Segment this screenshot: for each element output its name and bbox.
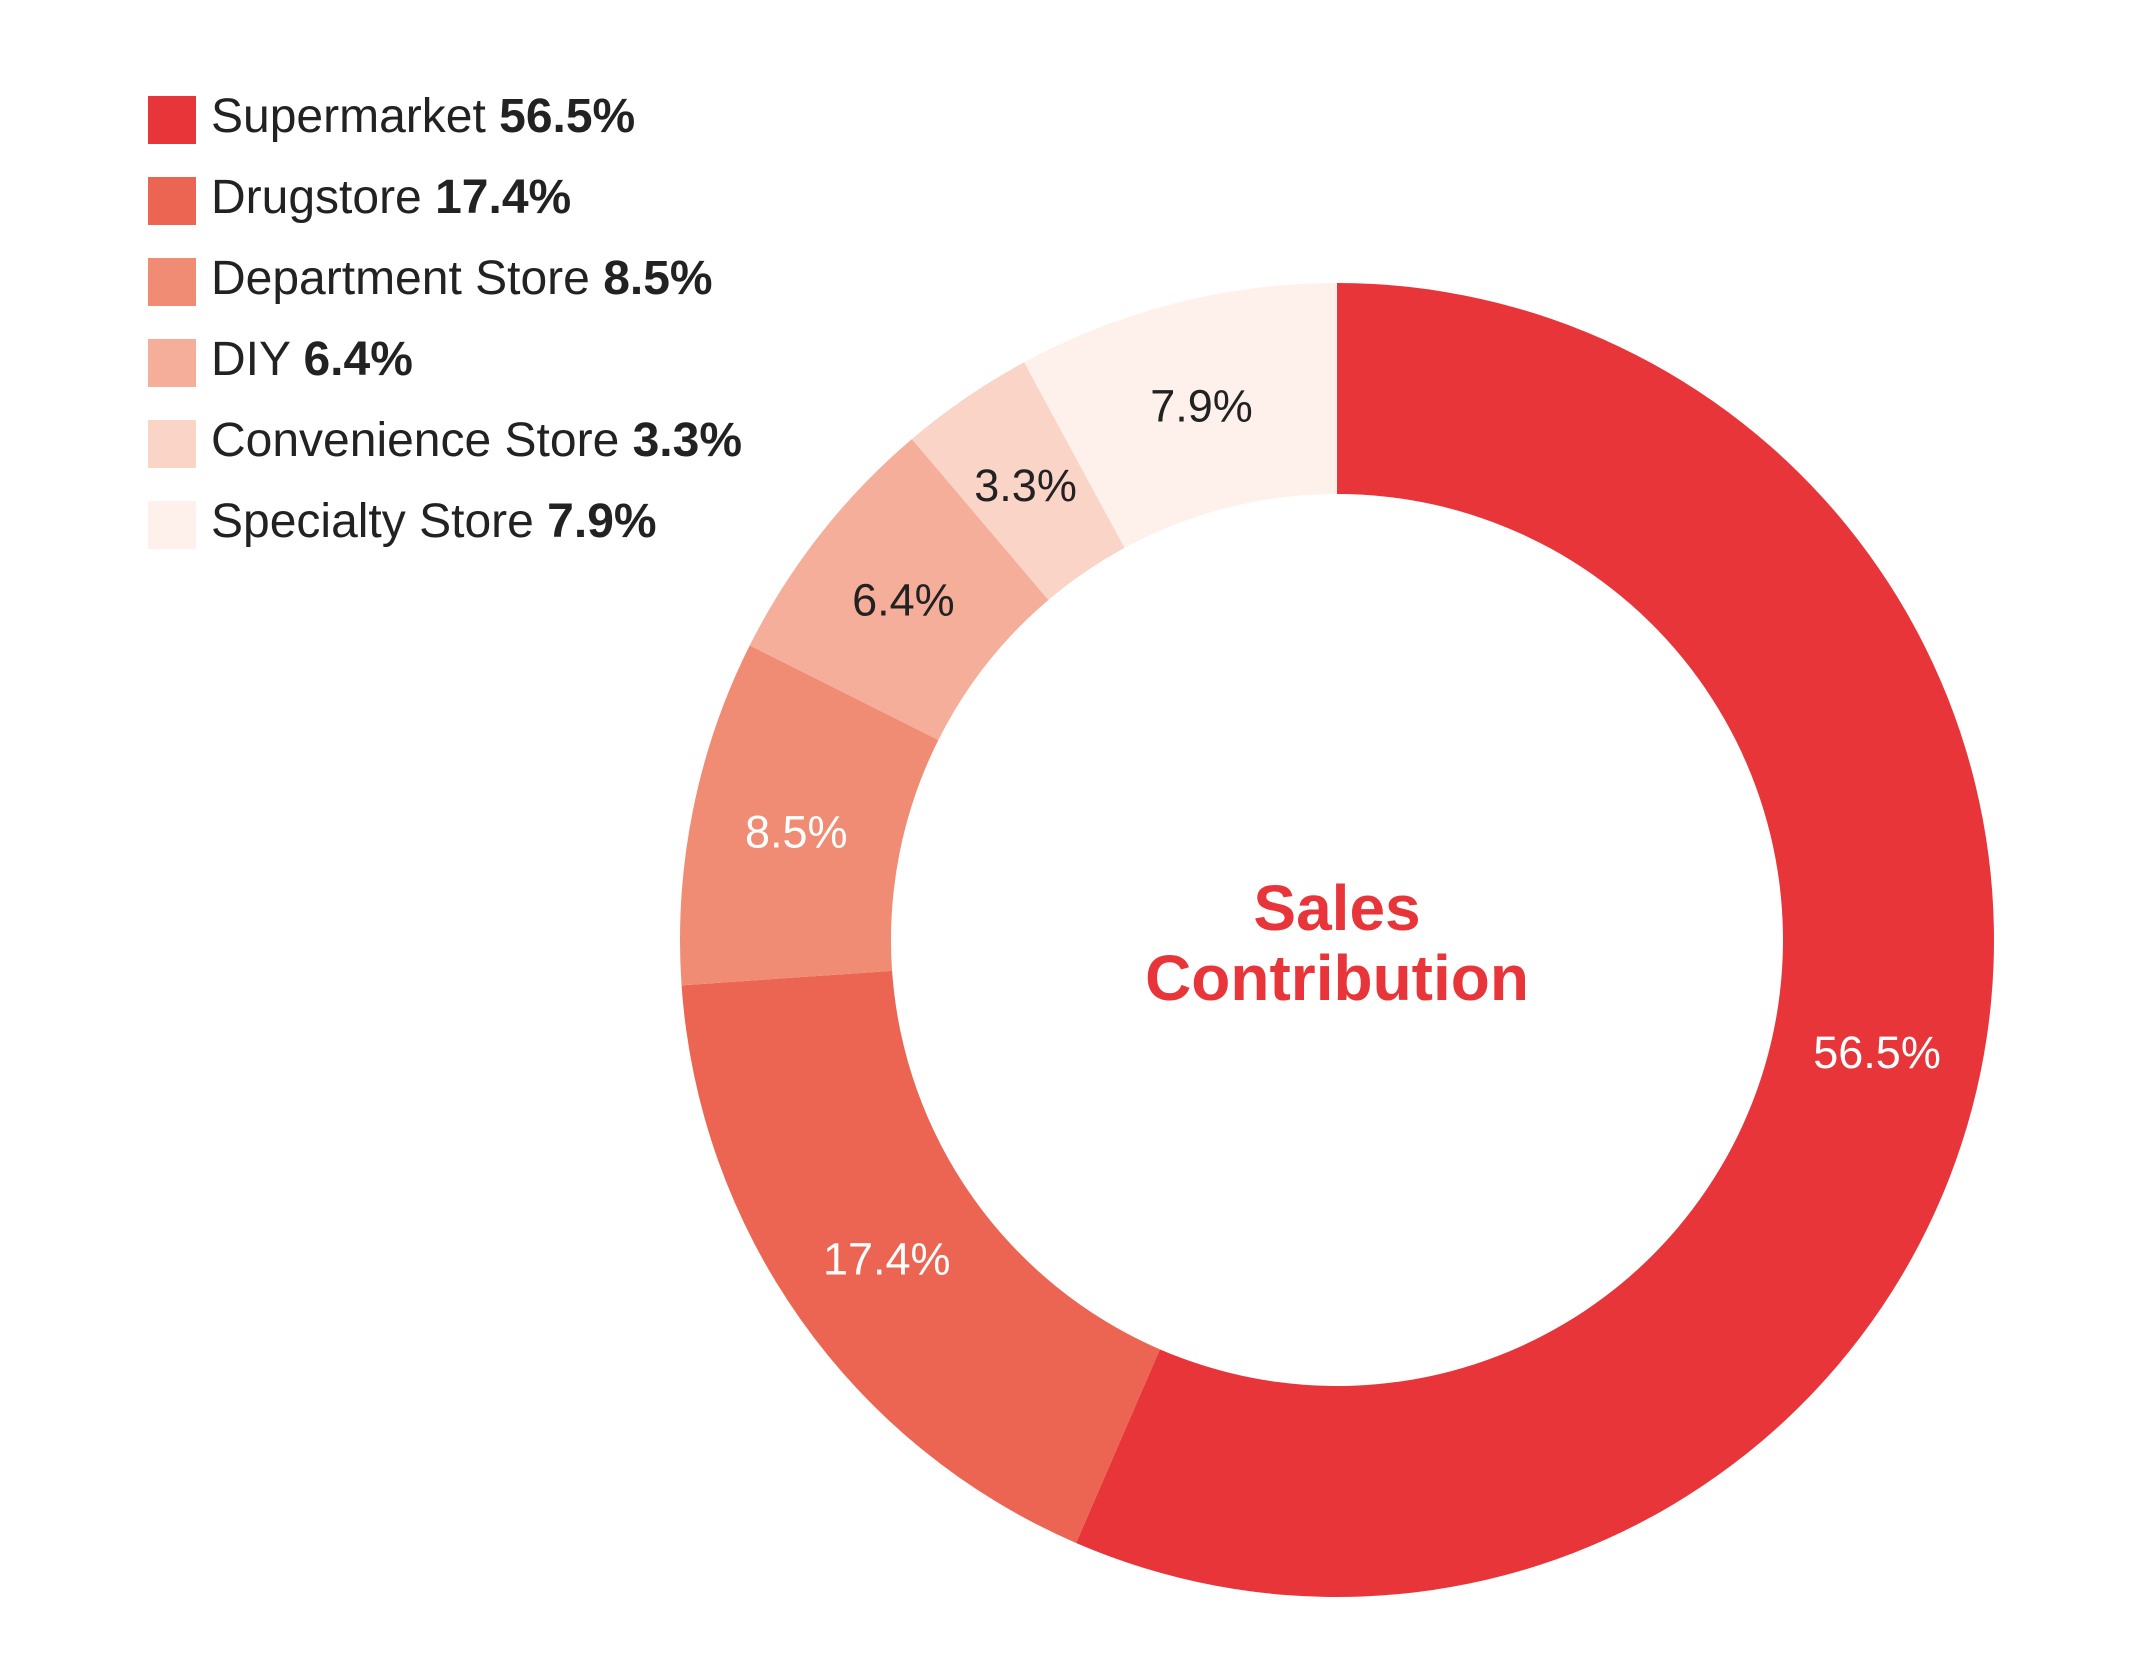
donut-slices — [680, 283, 1994, 1597]
legend-category-value: 3.3% — [633, 414, 742, 467]
chart-legend: Supermarket 56.5% Drugstore 17.4% Departme… — [148, 90, 742, 549]
legend-swatch — [148, 177, 196, 225]
legend-category-name: Supermarket — [211, 90, 499, 143]
chart-title: Sales Contribution — [1145, 872, 1529, 1014]
legend-category-value: 8.5% — [603, 252, 712, 305]
legend-category-value: 6.4% — [303, 333, 412, 386]
legend-category-name: Drugstore — [211, 171, 435, 224]
chart-title-line: Sales — [1253, 872, 1420, 944]
legend-category-value: 56.5% — [499, 90, 635, 143]
legend-category-name: Convenience Store — [211, 414, 633, 467]
legend-label: DIY 6.4% — [211, 333, 413, 386]
slice-label-diy: 6.4% — [852, 574, 955, 625]
legend-label: Drugstore 17.4% — [211, 171, 571, 224]
legend-item-department-store: Department Store 8.5% — [148, 252, 713, 306]
slice-convenience-store — [911, 362, 1125, 600]
legend-category-name: Specialty Store — [211, 495, 547, 548]
slice-drugstore — [681, 970, 1160, 1543]
legend-swatch — [148, 96, 196, 144]
slice-department-store — [680, 645, 939, 986]
legend-swatch — [148, 258, 196, 306]
slice-label-convenience-store: 3.3% — [974, 460, 1077, 511]
legend-category-value: 7.9% — [547, 495, 656, 548]
legend-category-name: Department Store — [211, 252, 603, 305]
slice-label-specialty-store: 7.9% — [1150, 380, 1253, 431]
slice-label-drugstore: 17.4% — [823, 1234, 951, 1285]
legend-swatch — [148, 339, 196, 387]
slice-diy — [749, 439, 1049, 741]
slice-label-supermarket: 56.5% — [1813, 1027, 1941, 1078]
legend-label: Supermarket 56.5% — [211, 90, 635, 143]
legend-label: Specialty Store 7.9% — [211, 495, 657, 548]
slice-value-labels: 56.5% 17.4% 8.5% 6.4% 3.3% 7.9% — [745, 380, 1941, 1284]
legend-item-diy: DIY 6.4% — [148, 333, 413, 387]
legend-item-drugstore: Drugstore 17.4% — [148, 171, 571, 225]
legend-swatch — [148, 420, 196, 468]
legend-swatch — [148, 501, 196, 549]
legend-item-supermarket: Supermarket 56.5% — [148, 90, 635, 144]
legend-item-convenience-store: Convenience Store 3.3% — [148, 414, 742, 468]
legend-category-name: DIY — [211, 333, 303, 386]
chart-title-line: Contribution — [1145, 942, 1529, 1014]
legend-label: Department Store 8.5% — [211, 252, 713, 305]
slice-specialty-store — [1024, 283, 1337, 548]
legend-label: Convenience Store 3.3% — [211, 414, 742, 467]
legend-item-specialty-store: Specialty Store 7.9% — [148, 495, 657, 549]
slice-supermarket — [1076, 283, 1994, 1597]
legend-category-value: 17.4% — [435, 171, 571, 224]
slice-label-department-store: 8.5% — [745, 807, 848, 858]
